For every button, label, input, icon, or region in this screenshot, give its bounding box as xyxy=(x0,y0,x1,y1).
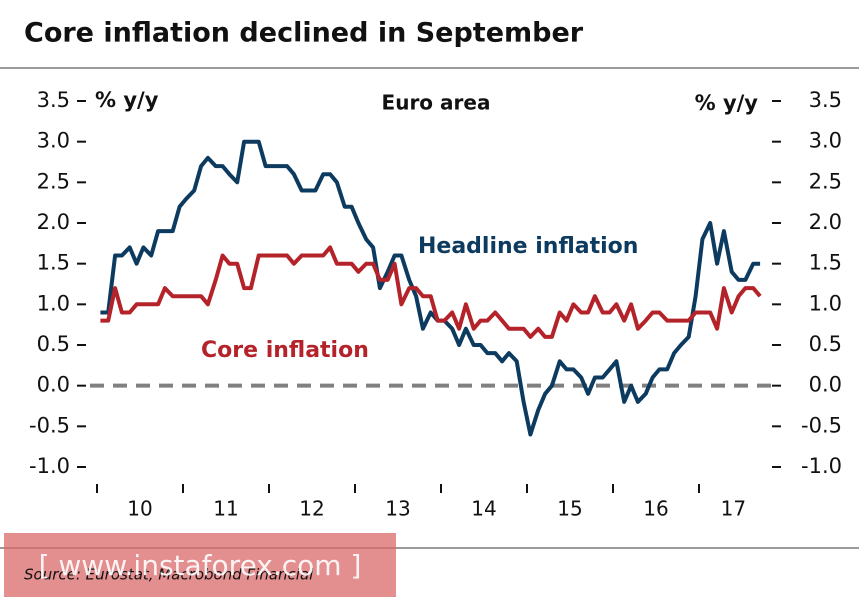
series-label: Headline inflation xyxy=(418,234,638,259)
subtitle: Euro area xyxy=(382,91,491,115)
y-tick-label: 2.5 xyxy=(37,169,70,193)
source: Source: Eurostat, Macrobond Financial xyxy=(24,566,314,584)
y-tick-label: 2.0 xyxy=(37,210,70,234)
y2-tick-label: -0.5 xyxy=(801,413,842,437)
y-tick-label: 0.0 xyxy=(37,373,70,397)
chart-title: Core inflation declined in September xyxy=(24,18,584,49)
x-tick-label: 10 xyxy=(127,497,152,521)
y2-tick-label: 3.5 xyxy=(809,88,842,112)
watermark-box xyxy=(4,533,396,597)
x-tick-label: 12 xyxy=(299,497,324,521)
y-tick-label: 1.5 xyxy=(37,251,70,275)
y2-tick-label: -1.0 xyxy=(801,454,842,478)
x-tick-label: 13 xyxy=(385,497,410,521)
y-tick-label: 1.0 xyxy=(37,291,70,315)
x-tick-label: 17 xyxy=(721,497,746,521)
y-tick-label: -0.5 xyxy=(29,413,70,437)
x-tick-label: 16 xyxy=(643,497,668,521)
y2-tick-label: 1.5 xyxy=(809,251,842,275)
series-label: Core inflation xyxy=(201,338,369,363)
x-tick-label: 14 xyxy=(471,497,496,521)
x-tick-label: 15 xyxy=(557,497,582,521)
y-unit-left: % y/y xyxy=(95,88,159,112)
y-tick-label: 0.5 xyxy=(37,332,70,356)
y-tick-label: -1.0 xyxy=(29,454,70,478)
y2-tick-label: 1.0 xyxy=(809,291,842,315)
y-unit-right: % y/y xyxy=(695,91,759,115)
x-tick-label: 11 xyxy=(213,497,238,521)
y2-tick-label: 3.0 xyxy=(809,129,842,153)
y-tick-label: 3.0 xyxy=(37,129,70,153)
series-line xyxy=(100,245,762,339)
y2-tick-label: 2.5 xyxy=(809,169,842,193)
y2-tick-label: 0.0 xyxy=(809,373,842,397)
y2-tick-label: 2.0 xyxy=(809,210,842,234)
y2-tick-label: 0.5 xyxy=(809,332,842,356)
watermark: [ www.instaforex.com ] xyxy=(39,549,362,582)
series-line xyxy=(100,139,761,437)
y-tick-label: 3.5 xyxy=(37,88,70,112)
